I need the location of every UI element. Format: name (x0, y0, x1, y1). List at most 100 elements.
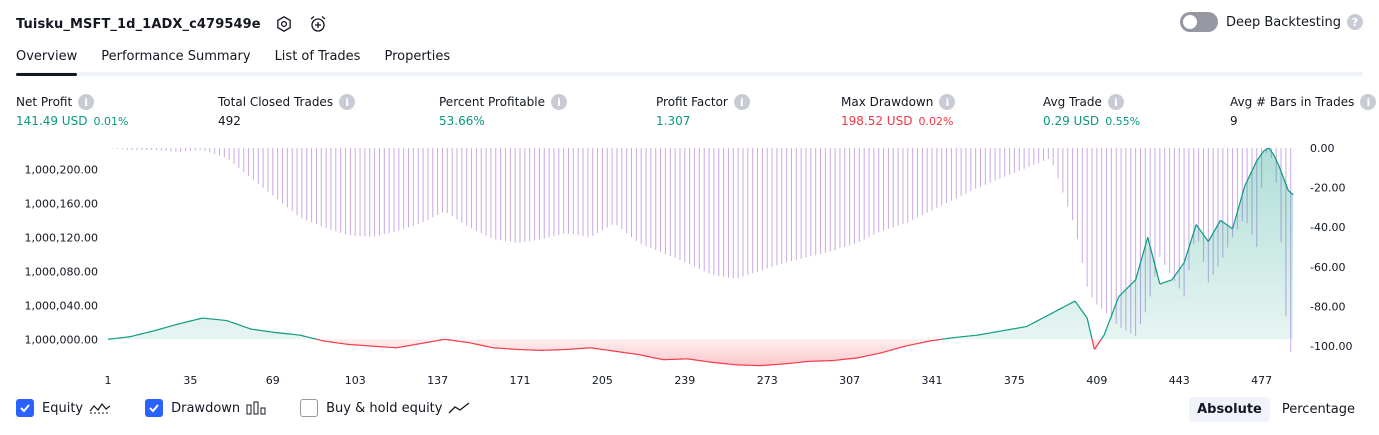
checkbox-checked-icon[interactable] (16, 399, 34, 417)
equity-area-positive (108, 148, 1294, 340)
equity-line-segment (1159, 282, 1163, 285)
equity-line-segment (907, 344, 911, 347)
stat-total-closed-trades: Total Closed Trades i 492 (218, 94, 356, 128)
equity-line-segment (228, 320, 232, 323)
info-icon[interactable]: i (78, 94, 95, 110)
legend-buy-hold[interactable]: Buy & hold equity (300, 399, 470, 417)
x-axis-tick-label: 35 (183, 374, 197, 387)
legend-drawdown[interactable]: Drawdown (145, 399, 266, 417)
equity-line-segment (471, 342, 475, 345)
x-axis-tick-label: 69 (266, 374, 280, 387)
equity-line-segment (1162, 281, 1165, 284)
deep-backtesting-toggle[interactable] (1179, 12, 1218, 32)
equity-line-segment (1220, 219, 1224, 223)
strategy-title: Tuisku_MSFT_1d_1ADX_c479549e (16, 16, 261, 32)
equity-line-segment (1239, 194, 1243, 204)
equity-line-segment (878, 352, 882, 354)
stat-value: 0.29 USD (1043, 114, 1100, 128)
equity-line-segment (1217, 219, 1221, 225)
equity-line-segment (641, 354, 644, 357)
equity-line-segment (1060, 306, 1064, 310)
equity-line-segment (1205, 237, 1209, 242)
right-axis-tick-label: -80.00 (1310, 300, 1345, 313)
equity-line-segment (895, 347, 899, 350)
bar-chart-icon (246, 401, 266, 415)
stat-profit-factor: Profit Factor i 1.307 (656, 94, 750, 128)
equity-line-segment (187, 320, 191, 323)
checkbox-checked-icon[interactable] (145, 399, 164, 417)
equity-line-segment (134, 334, 138, 337)
equity-line-segment (1043, 315, 1047, 319)
equity-line-segment (885, 350, 889, 353)
equity-line-segment (248, 327, 252, 330)
equity-line-segment (243, 325, 247, 328)
equity-line-segment (166, 326, 169, 328)
equity-line-segment (1188, 239, 1192, 248)
equity-line-segment (1038, 318, 1042, 321)
stat-percent: 0.55% (1105, 115, 1141, 128)
equity-line-segment (1275, 159, 1280, 166)
info-icon[interactable]: i (1360, 94, 1377, 110)
equity-line-segment (868, 354, 872, 357)
mode-absolute[interactable]: Absolute (1189, 397, 1270, 422)
help-icon[interactable]: ? (1347, 14, 1363, 30)
equity-line-segment (655, 357, 659, 360)
equity-line-segment (919, 341, 923, 344)
equity-line-segment (1065, 304, 1069, 307)
trend-line-icon (448, 401, 470, 415)
x-axis-tick-label: 273 (757, 374, 778, 387)
equity-line-segment (1132, 279, 1137, 283)
equity-line-segment (238, 324, 242, 327)
stat-value: 198.52 USD (841, 114, 913, 128)
info-icon[interactable]: i (550, 94, 567, 110)
info-icon[interactable]: i (1107, 94, 1124, 110)
alarm-clock-add-icon[interactable] (307, 13, 329, 35)
equity-line-segment (197, 318, 201, 320)
stat-label: Profit Factor (656, 95, 728, 109)
tab-properties[interactable]: Properties (384, 49, 451, 64)
info-icon[interactable]: i (939, 94, 956, 110)
tab-list-of-trades[interactable]: List of Trades (274, 49, 361, 64)
equity-line-segment (638, 354, 642, 356)
info-icon[interactable]: i (339, 94, 356, 110)
equity-line-segment (236, 323, 240, 326)
equity-line-segment (1183, 254, 1188, 263)
equity-line-segment (873, 353, 877, 356)
x-axis-tick-label: 137 (427, 374, 448, 387)
settings-icon[interactable] (273, 13, 295, 35)
equity-line-segment (161, 327, 164, 330)
right-axis-tick-label: -60.00 (1310, 261, 1345, 274)
mode-percentage[interactable]: Percentage (1281, 402, 1355, 417)
equity-line-segment (318, 339, 322, 341)
equity-line-segment (311, 337, 315, 340)
legend-equity[interactable]: Equity (16, 399, 111, 417)
equity-line-segment (1215, 224, 1219, 230)
equity-line-segment (859, 356, 862, 359)
equity-line-segment (653, 357, 656, 359)
tab-performance-summary[interactable]: Performance Summary (101, 49, 251, 64)
x-axis-tick-label: 477 (1251, 374, 1272, 387)
equity-line-segment (195, 318, 198, 321)
stat-label: Max Drawdown (841, 95, 934, 109)
equity-drawdown-chart[interactable]: 1,000,000.00 1,000,040.00 1,000,080.00 1,00… (0, 140, 1379, 390)
equity-line-segment (883, 350, 887, 353)
equity-line-segment (893, 348, 896, 351)
stat-net-profit: Net Profit i 141.49 USD 0.01% (16, 94, 128, 128)
stat-label: Net Profit (16, 95, 73, 109)
equity-line-segment (156, 328, 160, 331)
equity-line-segment (1050, 311, 1054, 315)
equity-line-segment (1246, 175, 1251, 182)
equity-line-segment (190, 319, 193, 322)
equity-line-segment (476, 343, 479, 346)
equity-line-segment (1035, 319, 1039, 322)
info-icon[interactable]: i (733, 94, 750, 110)
tab-overview[interactable]: Overview (16, 44, 78, 76)
equity-line-segment (1263, 148, 1267, 152)
equity-line-segment (1088, 328, 1093, 340)
checkbox-unchecked-icon[interactable] (300, 399, 319, 417)
equity-line-segment (1171, 276, 1175, 281)
equity-line-segment (306, 336, 310, 339)
stat-percent-profitable: Percent Profitable i 53.66% (439, 94, 567, 128)
equity-line-segment (1130, 281, 1134, 286)
equity-line-segment (139, 333, 143, 335)
